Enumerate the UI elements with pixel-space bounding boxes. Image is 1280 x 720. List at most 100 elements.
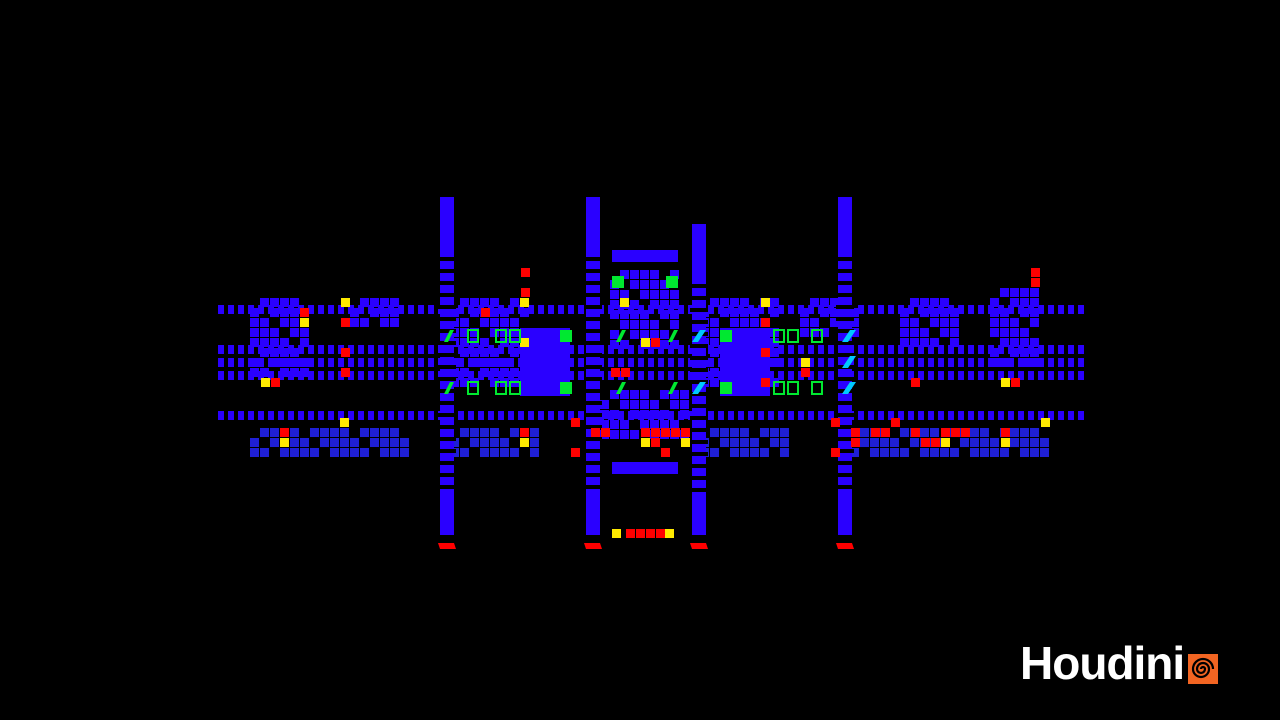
node-tile[interactable] (450, 438, 459, 447)
node-tile[interactable] (880, 438, 889, 447)
wire-dot[interactable] (578, 358, 584, 367)
wire-dot[interactable] (238, 305, 244, 314)
node-tile[interactable] (250, 368, 259, 377)
node-tile[interactable] (290, 428, 299, 437)
stack-gap[interactable] (690, 320, 708, 324)
wire-dot[interactable] (578, 371, 584, 380)
node-tile[interactable] (530, 428, 539, 437)
wire-dot[interactable] (638, 305, 644, 314)
node-tile[interactable] (390, 318, 399, 327)
wire-dot[interactable] (358, 358, 364, 367)
template-flag[interactable] (787, 329, 799, 343)
node-tile[interactable] (670, 270, 679, 279)
wire-dot[interactable] (618, 358, 624, 367)
wire-dot[interactable] (918, 358, 924, 367)
wire-dot[interactable] (928, 358, 934, 367)
stack-gap[interactable] (438, 473, 456, 477)
stack-gap[interactable] (584, 461, 602, 465)
node-tile[interactable] (730, 298, 739, 307)
node-tile[interactable] (450, 358, 459, 367)
node-tile[interactable] (360, 318, 369, 327)
node-tile[interactable] (730, 428, 739, 437)
wire-dot[interactable] (878, 305, 884, 314)
node-tile[interactable] (1010, 438, 1019, 447)
wire-dot[interactable] (628, 358, 634, 367)
node-tile[interactable] (670, 400, 679, 409)
node-tile[interactable] (730, 438, 739, 447)
node-tile[interactable] (390, 448, 399, 457)
wire-dot[interactable] (1048, 305, 1054, 314)
red-flag[interactable] (801, 368, 810, 377)
stack-gap[interactable] (690, 392, 708, 396)
wire-dot[interactable] (598, 371, 604, 380)
wire-dot[interactable] (858, 411, 864, 420)
node-tile[interactable] (710, 328, 719, 337)
wire-dot[interactable] (778, 345, 784, 354)
node-tile[interactable] (830, 308, 839, 317)
node-tile[interactable] (820, 298, 829, 307)
wire-dot[interactable] (308, 371, 314, 380)
wire-dot[interactable] (488, 411, 494, 420)
wire-dot[interactable] (638, 358, 644, 367)
node-tile[interactable] (970, 428, 979, 437)
wire-dot[interactable] (618, 305, 624, 314)
template-flag[interactable] (509, 329, 521, 343)
node-tile[interactable] (380, 318, 389, 327)
red-flag[interactable] (681, 428, 690, 437)
node-tile[interactable] (680, 410, 689, 419)
node-tile[interactable] (940, 318, 949, 327)
stack-gap[interactable] (584, 281, 602, 285)
node-tile[interactable] (1000, 328, 1009, 337)
node-tile[interactable] (450, 368, 459, 377)
wire-dot[interactable] (1068, 358, 1074, 367)
wire-dot[interactable] (958, 371, 964, 380)
wire-dot[interactable] (958, 305, 964, 314)
wire-dot[interactable] (608, 358, 614, 367)
node-tile[interactable] (270, 348, 279, 357)
node-tile[interactable] (730, 448, 739, 457)
node-tile[interactable] (1020, 298, 1029, 307)
node-tile[interactable] (950, 308, 959, 317)
vertical-stack[interactable] (692, 224, 706, 535)
red-flag[interactable] (851, 438, 860, 447)
wire-dot[interactable] (828, 371, 834, 380)
node-tile[interactable] (1000, 318, 1009, 327)
wire-dot[interactable] (678, 345, 684, 354)
stack-gap[interactable] (584, 401, 602, 405)
stack-gap[interactable] (584, 257, 602, 261)
node-tile[interactable] (350, 318, 359, 327)
node-tile[interactable] (940, 328, 949, 337)
node-tile[interactable] (650, 410, 659, 419)
stack-gap[interactable] (438, 341, 456, 345)
wire-dot[interactable] (918, 411, 924, 420)
wire-dot[interactable] (778, 358, 784, 367)
wire-dot[interactable] (258, 305, 264, 314)
node-tile[interactable] (710, 348, 719, 357)
node-tile[interactable] (1010, 348, 1019, 357)
wire-dot[interactable] (938, 345, 944, 354)
node-tile[interactable] (510, 448, 519, 457)
red-flag[interactable] (1031, 278, 1040, 287)
node-tile[interactable] (1010, 338, 1019, 347)
wire-dot[interactable] (478, 411, 484, 420)
wire-dot[interactable] (918, 371, 924, 380)
wire-dot[interactable] (428, 371, 434, 380)
wire-dot[interactable] (408, 305, 414, 314)
node-tile[interactable] (610, 300, 619, 309)
wire-dot[interactable] (638, 371, 644, 380)
wire-dot[interactable] (938, 411, 944, 420)
red-flag[interactable] (761, 318, 770, 327)
node-tile[interactable] (390, 308, 399, 317)
display-flag[interactable] (720, 330, 732, 342)
wire-dot[interactable] (338, 305, 344, 314)
node-tile[interactable] (480, 358, 489, 367)
yellow-flag[interactable] (280, 438, 289, 447)
wire-dot[interactable] (778, 305, 784, 314)
node-tile[interactable] (600, 420, 609, 429)
node-tile[interactable] (300, 338, 309, 347)
node-tile[interactable] (290, 438, 299, 447)
node-tile[interactable] (990, 328, 999, 337)
node-tile[interactable] (480, 438, 489, 447)
node-tile[interactable] (510, 298, 519, 307)
node-tile[interactable] (750, 308, 759, 317)
